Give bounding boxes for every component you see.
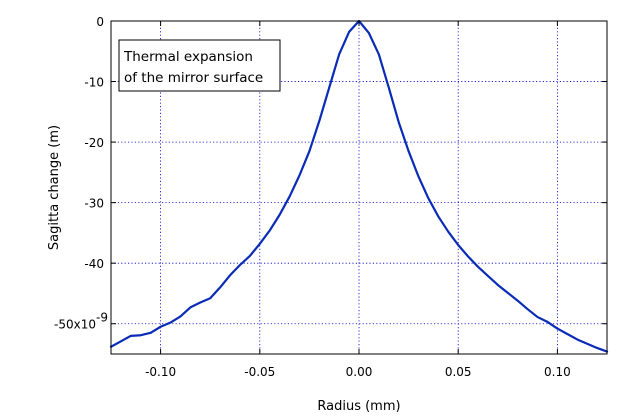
annotation-frame: [118, 39, 281, 92]
annotation-line-1: Thermal expansion: [123, 49, 253, 65]
annotation-box: Thermal expansion of the mirror surface: [118, 39, 281, 92]
y-tick-label: -20: [84, 136, 104, 150]
tick-labels: -0.10 -0.05 0.00 0.05 0.10 0 -10 -20 -30 -40 -50x1…: [54, 15, 571, 379]
y-tick-label-with-multiplier: -50x10: [54, 318, 96, 332]
y-tick-label: -30: [84, 197, 104, 211]
y-multiplier-exponent: -9: [96, 311, 108, 325]
x-axis-title: Radius (mm): [317, 399, 400, 414]
y-tick-label: -40: [84, 257, 104, 271]
y-tick-label: -10: [84, 76, 104, 90]
x-tick-label: -0.10: [145, 365, 176, 379]
x-tick-label: 0.05: [445, 365, 472, 379]
y-tick-label: 0: [96, 15, 104, 29]
ticks: [111, 20, 607, 354]
x-tick-label: 0.10: [544, 365, 571, 379]
y-axis-title: Sagitta change (m): [47, 125, 62, 250]
annotation-line-2: of the mirror surface: [124, 70, 263, 86]
x-tick-label: 0.00: [346, 365, 373, 379]
x-tick-label: -0.05: [244, 365, 275, 379]
